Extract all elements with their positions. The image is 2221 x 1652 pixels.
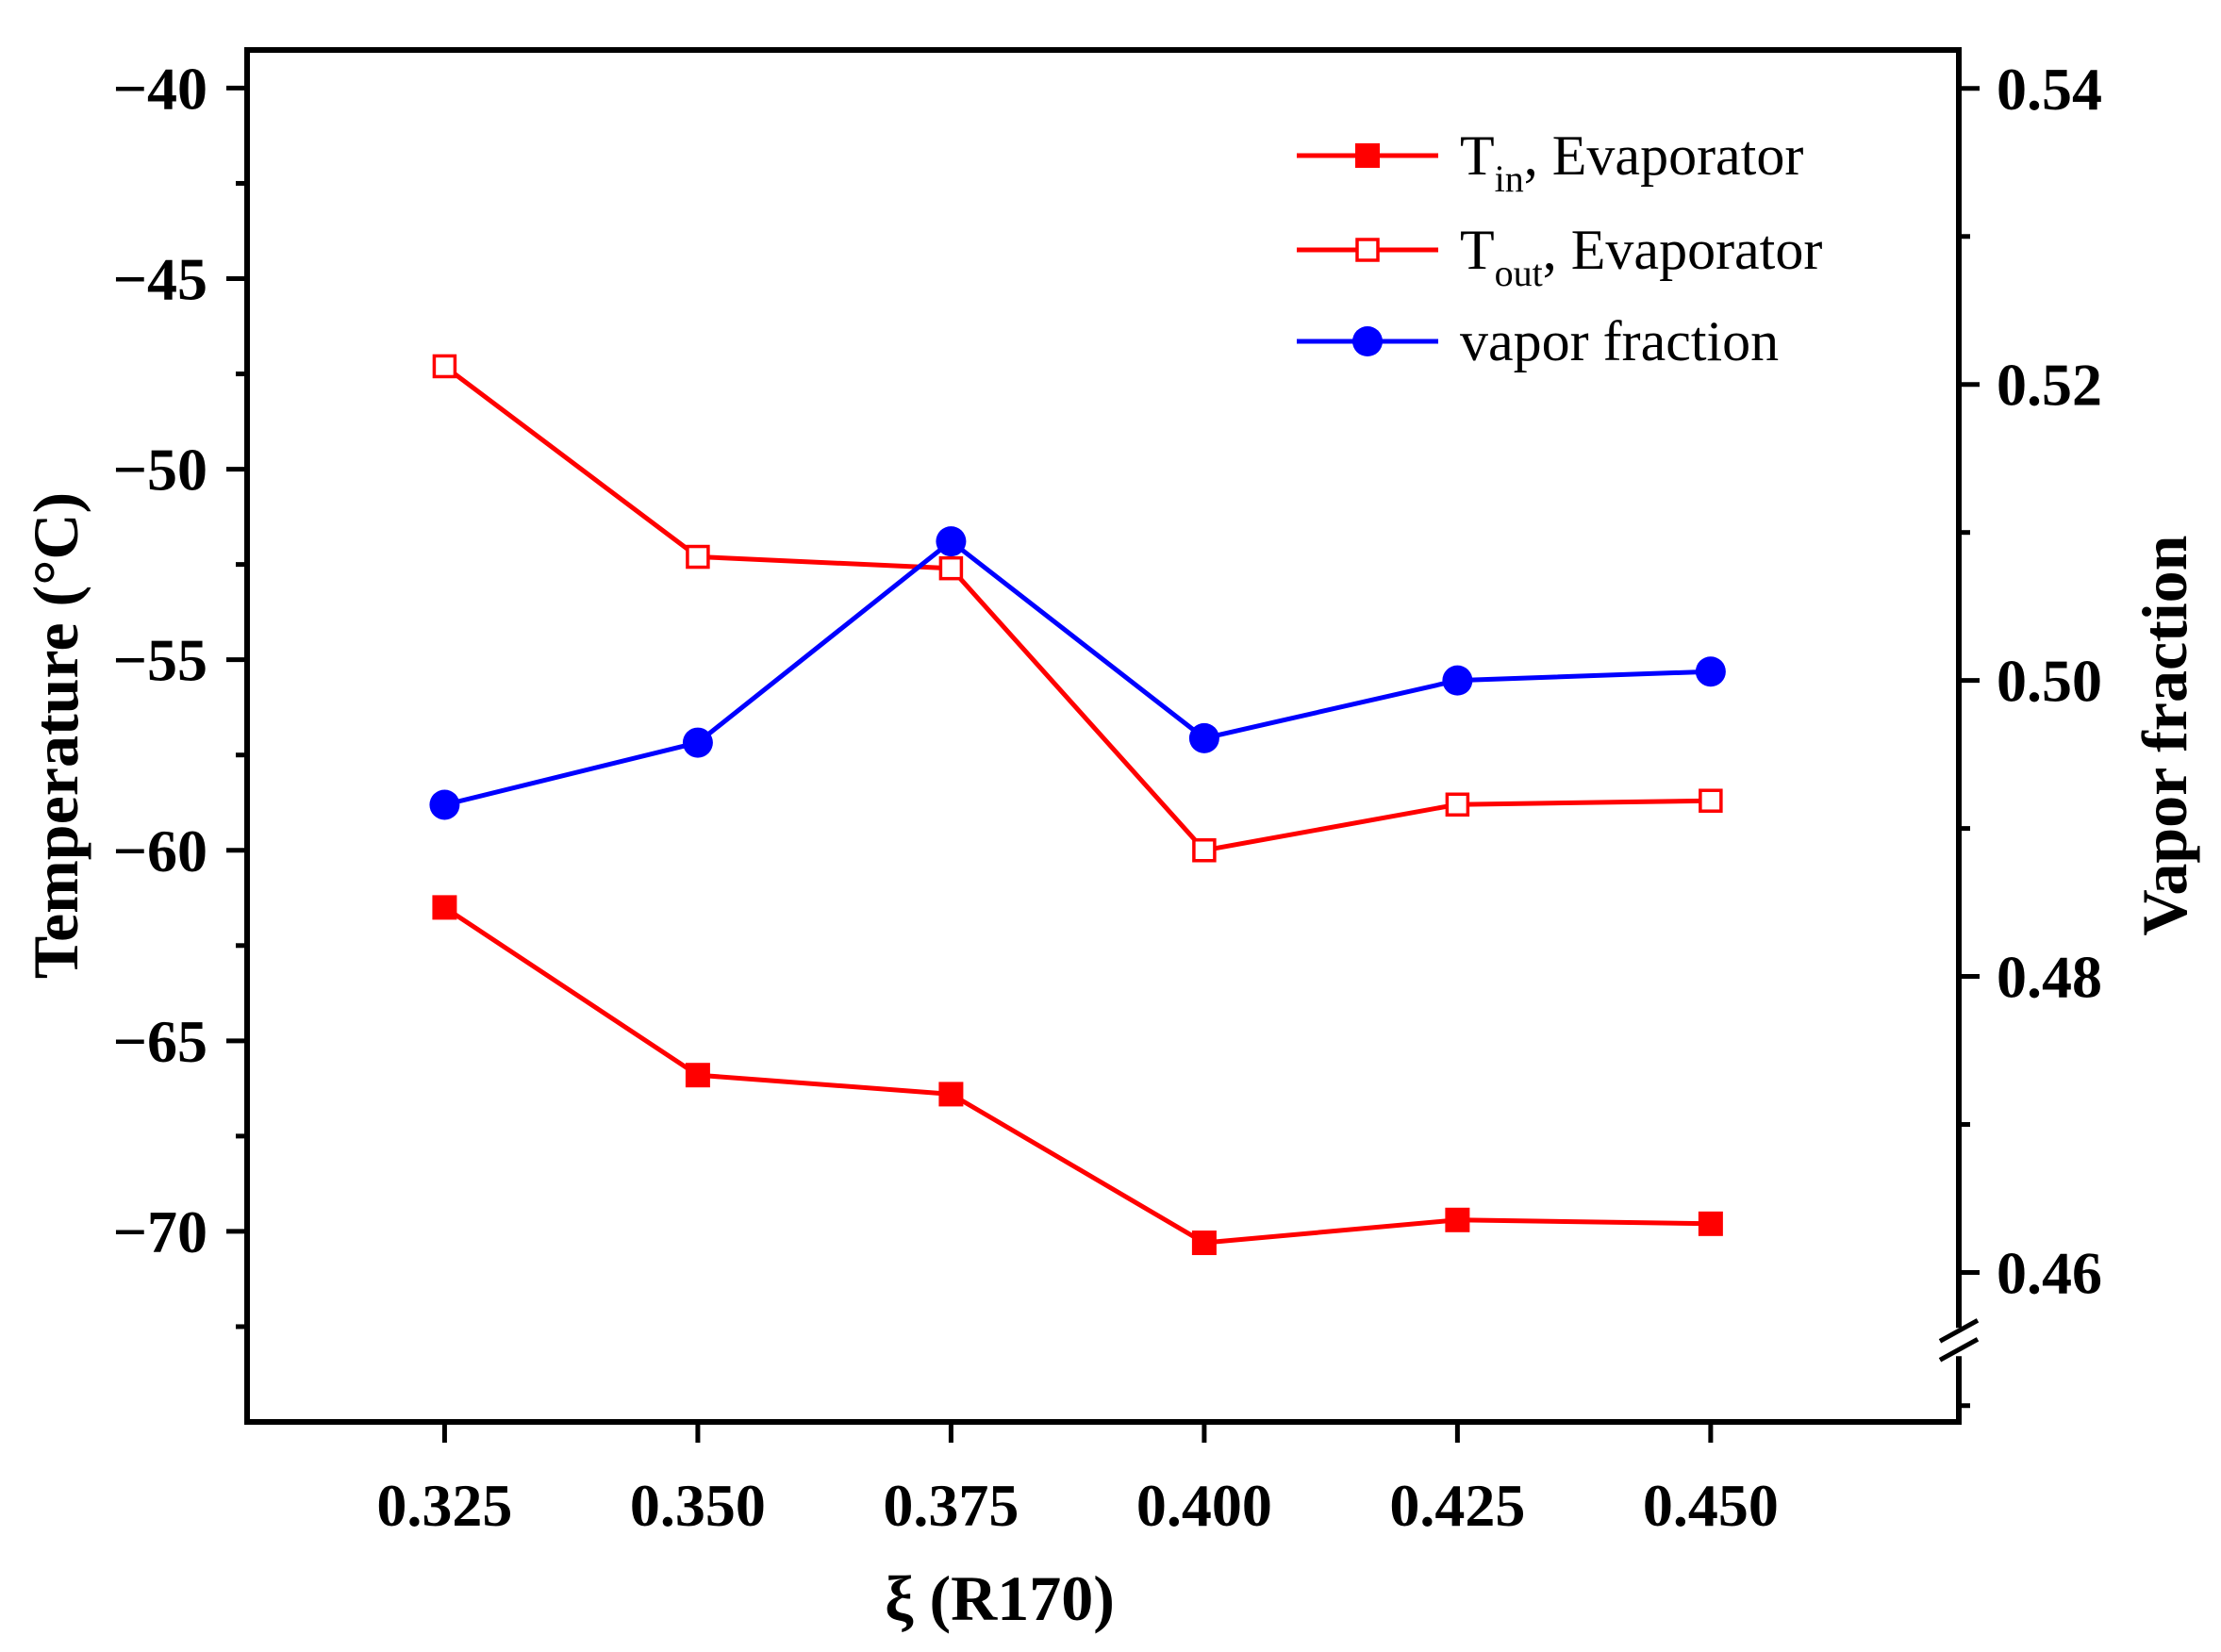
marker-circle-filled (682, 727, 713, 758)
marker-square-open (1355, 238, 1380, 262)
y-left-tick-label: −50 (113, 437, 207, 504)
x-tick-label: 0.325 (376, 1472, 512, 1539)
series-line (442, 364, 1711, 853)
marker-square-open (1192, 838, 1217, 863)
y-right-tick-label: 0.54 (1997, 56, 2102, 123)
axis-break (1938, 1318, 1980, 1363)
y-left-tick-label: −55 (113, 627, 207, 694)
marker-circle-filled (1188, 722, 1219, 753)
ticks-layer: 0.325 0.350 0.375 0.400 0.425 0.450 −40 −45 −50 −… (113, 55, 2102, 1539)
x-tick-label: 0.350 (630, 1472, 766, 1539)
x-tick-label: 0.400 (1136, 1472, 1272, 1539)
x-axis-title: ξ (R170) (885, 1562, 1115, 1634)
marker-square-open (686, 544, 710, 570)
y-right-tick-label: 0.52 (1997, 352, 2102, 419)
marker-square-filled (938, 1082, 964, 1107)
y-left-tick-label: −40 (113, 55, 207, 122)
marker-square-open (938, 555, 964, 581)
lines-layer (442, 364, 1711, 1246)
marker-square-filled (1355, 143, 1380, 168)
y-left-tick-label: −60 (113, 818, 207, 884)
y-right-tick-label: 0.48 (1997, 944, 2102, 1011)
axis-break-mark (1938, 1337, 1980, 1363)
x-tick-label: 0.450 (1643, 1472, 1779, 1539)
marker-square-open (432, 354, 457, 379)
series-line (443, 905, 1711, 1246)
axis-break-mark (1938, 1318, 1980, 1344)
marker-circle-filled (936, 526, 967, 557)
y-right-tick-label: 0.46 (1997, 1239, 2102, 1306)
marker-circle-filled (1352, 326, 1383, 356)
legend-label: Tin, Evaporator (1460, 124, 1803, 200)
series-line (443, 538, 1711, 807)
plot-frame (244, 47, 1962, 1425)
marker-circle-filled (1695, 656, 1726, 687)
marker-square-open (1699, 788, 1723, 813)
marker-circle-filled (1442, 665, 1473, 696)
marker-square-filled (1445, 1207, 1470, 1232)
y-right-tick-label: 0.50 (1997, 648, 2102, 715)
marker-circle-filled (429, 789, 460, 820)
x-tick-label: 0.425 (1389, 1472, 1525, 1539)
y-left-tick-label: −45 (113, 246, 207, 313)
marker-square-filled (432, 895, 457, 920)
marker-square-filled (1698, 1211, 1723, 1236)
legend-label: Tout, Evaporator (1460, 219, 1822, 294)
y-left-tick-label: −70 (113, 1198, 207, 1265)
y-axis-title-right: Vapor fraction (2129, 536, 2200, 936)
marker-square-open (1445, 792, 1470, 817)
y-axis-title-left: Temperature (°C) (20, 492, 91, 979)
y-left-tick-label: −65 (113, 1008, 207, 1075)
marker-square-filled (1191, 1231, 1217, 1256)
x-tick-label: 0.375 (883, 1472, 1019, 1539)
marker-square-filled (685, 1063, 710, 1088)
legend: Tin, Evaporator Tout, Evaporator vapor fra… (1297, 124, 1822, 372)
legend-label: vapor fraction (1460, 310, 1779, 372)
markers-layer (429, 354, 1726, 1256)
